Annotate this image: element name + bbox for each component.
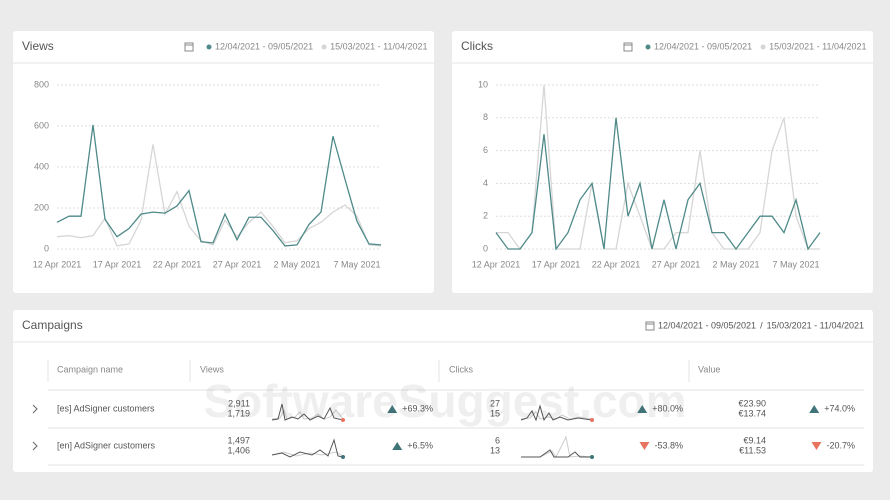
y-tick-label: 0	[483, 243, 488, 253]
x-tick-label: 27 Apr 2021	[652, 259, 701, 269]
change: +69.3%	[402, 403, 433, 413]
trend-arrow	[637, 405, 648, 413]
x-tick-label: 12 Apr 2021	[472, 259, 521, 269]
previous-value: 1,719	[227, 408, 250, 418]
chart-title: Clicks	[461, 39, 493, 53]
current-value: €23.90	[738, 398, 766, 408]
x-tick-label: 12 Apr 2021	[33, 259, 82, 269]
y-tick-label: 2	[483, 211, 488, 221]
calendar-icon	[184, 42, 194, 52]
column-header: Campaign name	[57, 364, 123, 374]
watermark: SoftwareSuggest.com	[203, 375, 686, 427]
campaigns-card	[13, 310, 873, 472]
previous-value: 1,406	[227, 445, 250, 455]
table-title: Campaigns	[22, 318, 83, 332]
legend-label: 15/03/2021 - 11/04/2021	[769, 41, 866, 51]
change: +74.0%	[824, 403, 855, 413]
y-tick-label: 10	[478, 79, 488, 89]
series-line	[495, 117, 821, 251]
legend-label: 15/03/2021 - 11/04/2021	[330, 41, 427, 51]
legend-label: 12/04/2021 - 09/05/2021	[654, 41, 752, 51]
current-value: 27	[490, 398, 500, 408]
change: +6.5%	[407, 440, 433, 450]
legend-dot	[321, 44, 327, 50]
x-tick-label: 22 Apr 2021	[153, 259, 202, 269]
sparklines	[271, 403, 594, 459]
legend-label: 12/04/2021 - 09/05/2021	[215, 41, 313, 51]
current-range: 12/04/2021 - 09/05/2021	[658, 320, 756, 330]
previous-value: €11.53	[739, 445, 766, 455]
x-tick-label: 17 Apr 2021	[532, 259, 581, 269]
trend-arrow	[639, 442, 650, 450]
clicks-card	[452, 31, 873, 293]
y-tick-label: 600	[34, 120, 49, 130]
legend-dot	[206, 44, 212, 50]
table-lines	[47, 360, 864, 466]
trend-arrow	[811, 442, 822, 450]
x-tick-label: 7 May 2021	[333, 259, 380, 269]
y-tick-label: 400	[34, 161, 49, 171]
column-header: Views	[200, 364, 224, 374]
series-line	[56, 144, 382, 247]
y-tick-label: 0	[44, 243, 49, 253]
y-tick-label: 8	[483, 112, 488, 122]
previous-value: 13	[490, 445, 500, 455]
change: -53.8%	[654, 440, 683, 450]
views-card	[13, 31, 434, 293]
calendar-icon	[623, 42, 633, 52]
campaign-name[interactable]: [en] AdSigner customers	[57, 440, 156, 450]
y-tick-label: 800	[34, 79, 49, 89]
x-tick-label: 2 May 2021	[712, 259, 759, 269]
chart-title: Views	[22, 39, 54, 53]
series-line	[56, 124, 382, 247]
x-tick-label: 2 May 2021	[273, 259, 320, 269]
current-value: 1,497	[227, 435, 250, 445]
change: +80.0%	[652, 403, 683, 413]
x-tick-label: 17 Apr 2021	[93, 259, 142, 269]
expand-icons[interactable]	[32, 404, 38, 451]
column-header: Value	[698, 364, 720, 374]
x-tick-label: 22 Apr 2021	[592, 259, 641, 269]
current-value: 2,911	[228, 398, 250, 408]
previous-value: €13.74	[738, 408, 766, 418]
x-tick-label: 27 Apr 2021	[213, 259, 262, 269]
previous-range: 15/03/2021 - 11/04/2021	[767, 320, 864, 330]
legend-dot	[645, 44, 651, 50]
series-line	[496, 84, 820, 251]
y-tick-label: 200	[34, 202, 49, 212]
trend-arrow	[809, 405, 820, 413]
x-tick-label: 7 May 2021	[772, 259, 819, 269]
range-separator: /	[760, 320, 763, 330]
column-header: Clicks	[449, 364, 473, 374]
trend-arrow	[392, 442, 403, 450]
campaign-name[interactable]: [es] AdSigner customers	[57, 403, 155, 413]
current-value: €9.14	[743, 435, 766, 445]
y-tick-label: 6	[483, 145, 488, 155]
current-value: 6	[495, 435, 500, 445]
y-tick-label: 4	[483, 178, 488, 188]
calendar-icon	[645, 321, 655, 331]
legend-dot	[760, 44, 766, 50]
change: -20.7%	[826, 440, 855, 450]
trend-arrow	[387, 405, 398, 413]
previous-value: 15	[490, 408, 500, 418]
